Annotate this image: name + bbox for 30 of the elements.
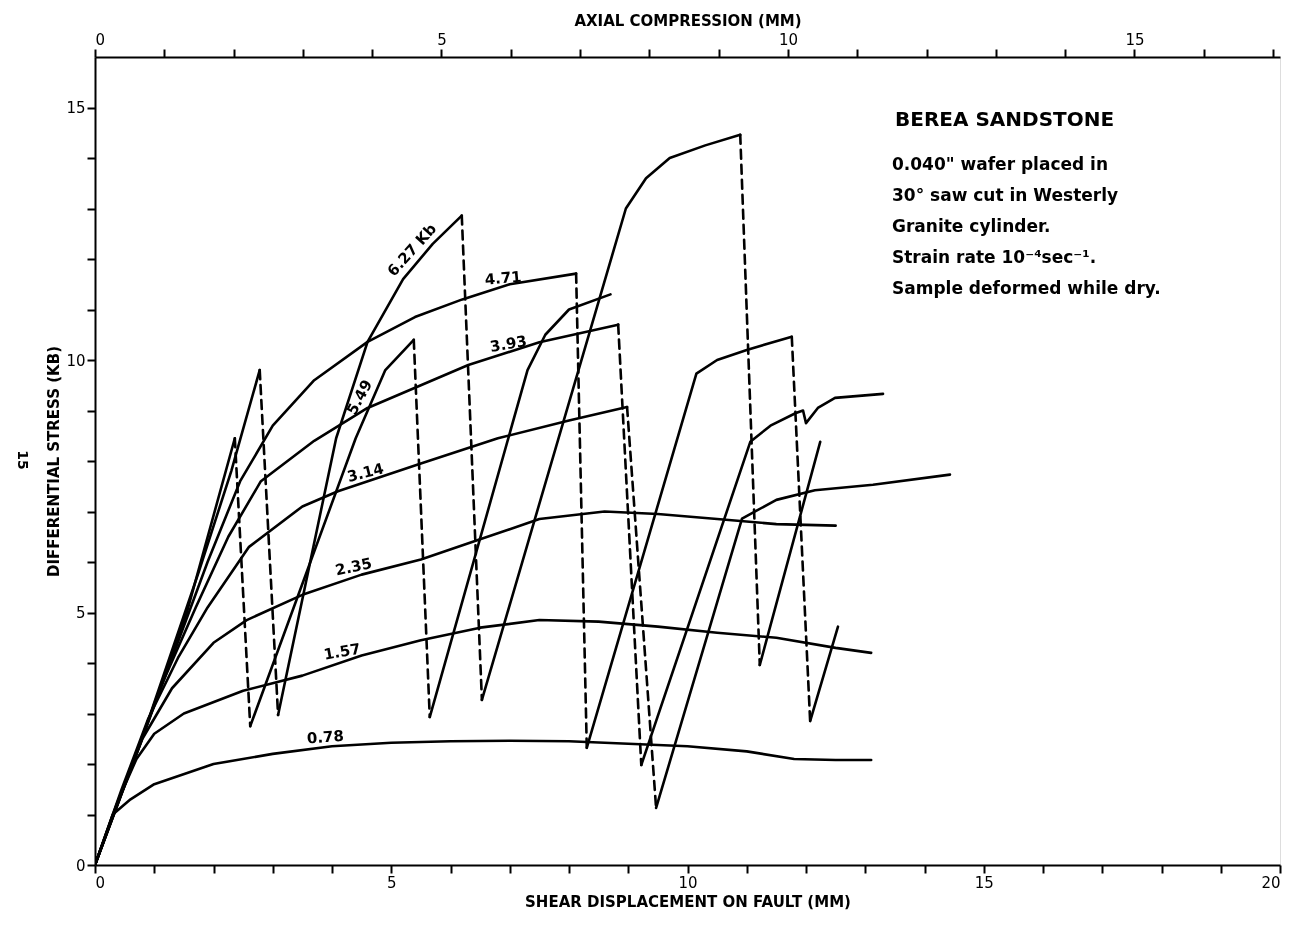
y-tick-label: 5 <box>75 604 86 622</box>
x-axis-title: SHEAR DISPLACEMENT ON FAULT (MM) <box>525 892 851 911</box>
x-tick-label: 15 <box>974 873 994 892</box>
annotation: Strain rate 10⁻⁴sec⁻¹. <box>892 247 1097 267</box>
x-tick-label: 5 <box>386 873 397 892</box>
y-tick-label: 0 <box>75 856 86 875</box>
x2-tick-label: 15 <box>1125 30 1145 49</box>
text: 1.57 <box>322 639 362 664</box>
y-tick-label: 15 <box>66 99 86 117</box>
x-tick-label: 10 <box>678 873 698 892</box>
text: 3.14 <box>345 459 386 486</box>
text: 15 <box>15 450 31 470</box>
x2-tick-label: 0 <box>95 30 106 49</box>
series-label: 4.71 <box>483 267 523 289</box>
annotation: 0.040" wafer placed in <box>892 154 1109 174</box>
series-label: 0.78 <box>306 726 345 748</box>
x-tick-label: 20 <box>1261 873 1281 892</box>
x2-tick-label: 10 <box>778 30 799 49</box>
text: 2.35 <box>333 554 374 580</box>
text: 3.93 <box>488 331 529 356</box>
x2-tick-label: 5 <box>437 30 447 49</box>
x-tick-label: 0 <box>95 873 106 892</box>
annotation: Sample deformed while dry. <box>892 278 1161 298</box>
y-tick-label: 10 <box>66 351 86 370</box>
x2-axis-title: AXIAL COMPRESSION (MM) <box>574 11 802 30</box>
text: BEREA SANDSTONE <box>895 107 1115 131</box>
annotation: Granite cylinder. <box>892 216 1051 236</box>
annotation: 30° saw cut in Westerly <box>892 185 1119 205</box>
text: 5.49 <box>342 376 377 418</box>
y-axis-title: DIFFERENTIAL STRESS (KB) <box>45 345 64 578</box>
